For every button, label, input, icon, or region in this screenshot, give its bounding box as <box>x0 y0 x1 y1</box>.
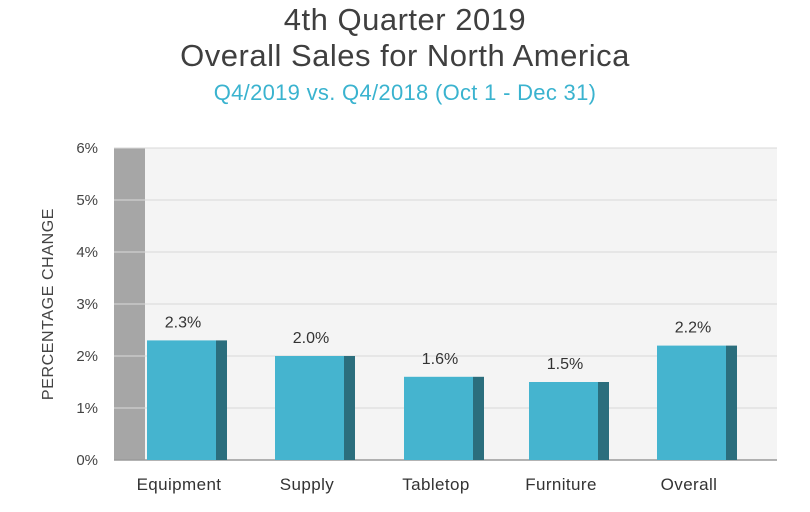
category-label: Furniture <box>525 475 597 494</box>
y-tick-label: 0% <box>76 452 98 469</box>
bar-tabletop <box>404 376 473 460</box>
category-label: Supply <box>280 475 334 494</box>
bar-furniture <box>529 382 598 460</box>
bar-overall <box>657 345 726 460</box>
data-label: 2.0% <box>293 330 329 347</box>
y-tick-label: 2% <box>76 348 98 365</box>
category-label: Equipment <box>137 475 222 494</box>
y-tick-label: 5% <box>76 192 98 209</box>
category-label: Tabletop <box>402 475 469 494</box>
data-label: 1.5% <box>547 356 583 373</box>
bar-side-overall <box>726 345 737 460</box>
chart-title: 4th Quarter 2019 <box>283 2 527 37</box>
data-label: 2.3% <box>165 314 201 331</box>
bar-equipment <box>147 340 216 460</box>
y-tick-label: 6% <box>76 140 98 157</box>
y-tick-label: 4% <box>76 244 98 261</box>
y-axis-label: PERCENTAGE CHANGE <box>40 208 57 400</box>
y-axis-ticks: 0% 1% 2% 3% 4% 5% 6% <box>76 140 98 469</box>
chart-subtitle: Q4/2019 vs. Q4/2018 (Oct 1 - Dec 31) <box>213 80 597 105</box>
chart-title-line2: Overall Sales for North America <box>180 38 630 73</box>
data-label: 1.6% <box>422 351 458 368</box>
bar-side-supply <box>344 356 355 460</box>
bar-side-equipment <box>216 340 227 460</box>
bar-side-tabletop <box>473 376 484 460</box>
category-label: Overall <box>661 475 718 494</box>
y-tick-label: 3% <box>76 296 98 313</box>
data-label: 2.2% <box>675 320 711 337</box>
bar-side-furniture <box>598 382 609 460</box>
data-labels: 2.3% 2.0% 1.6% 1.5% 2.2% <box>165 314 711 373</box>
y-tick-label: 1% <box>76 400 98 417</box>
bar-supply <box>275 356 344 460</box>
category-labels: Equipment Supply Tabletop Furniture Overall <box>137 475 718 494</box>
bars <box>147 340 737 460</box>
